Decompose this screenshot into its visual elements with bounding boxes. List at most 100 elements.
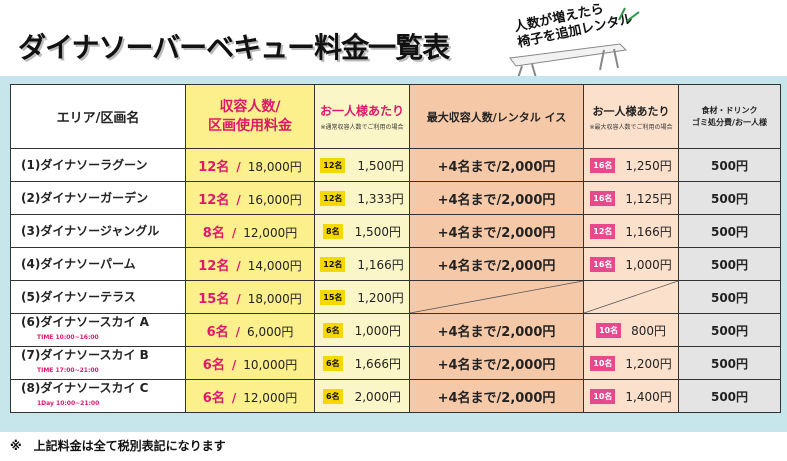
max-capacity-cell: +4名まで/2,000円 <box>409 313 584 347</box>
per-person-max-cell: 10名 800円 <box>583 313 679 347</box>
capacity-cell: 6名 / 6,000円 <box>185 313 315 347</box>
food-fee-cell: 500円 <box>678 148 781 182</box>
header-capacity: 収容人数/ 区画使用料金 <box>185 84 315 149</box>
capacity-value: 12名 <box>198 192 230 208</box>
food-fee-cell: 500円 <box>678 247 781 281</box>
food-fee-cell: 500円 <box>678 346 781 380</box>
capacity-value: 6名 <box>202 390 225 406</box>
header-capacity-line1: 収容人数/ <box>219 98 281 115</box>
capacity-separator: / <box>236 192 241 207</box>
per-person-cell: 12名 1,500円 <box>314 148 410 182</box>
header-per-person-max-note: ※最大収容人数でご利用の場合 <box>589 123 673 131</box>
section-fee: 12,000円 <box>243 225 298 240</box>
price-table: エリア/区画名 収容人数/ 区画使用料金 お一人様あたり ※通常収容人数でご利用… <box>10 84 781 413</box>
time-slot: TIME 10:00~16:00 <box>37 334 99 341</box>
table-row: (3)ダイナソージャングル 8名 / 12,000円 8名 1,500円 +4名まで/2,0… <box>10 214 781 248</box>
food-fee-cell: 500円 <box>678 280 781 314</box>
area-name: (8)ダイナソースカイ C <box>21 381 149 395</box>
max-people-badge: 12名 <box>590 223 616 239</box>
area-cell: (6)ダイナソースカイ A TIME 10:00~16:00 <box>10 313 186 347</box>
max-capacity-cell: +4名まで/2,000円 <box>409 379 584 413</box>
max-people-badge: 10名 <box>590 355 616 371</box>
section-fee: 10,000円 <box>243 357 298 372</box>
capacity-separator: / <box>236 159 241 174</box>
food-fee-cell: 500円 <box>678 214 781 248</box>
table-row: (1)ダイナソーラグーン 12名 / 18,000円 12名 1,500円 +4名まで/2,… <box>10 148 781 182</box>
food-fee-cell: 500円 <box>678 379 781 413</box>
capacity-separator: / <box>231 357 237 372</box>
per-person-max-cell: 16名 1,125円 <box>583 181 679 215</box>
per-person-value: 1,166円 <box>357 257 404 272</box>
header-per-person: お一人様あたり ※通常収容人数でご利用の場合 <box>314 84 410 149</box>
per-person-cell: 6名 1,000円 <box>314 313 410 347</box>
per-person-cell: 8名 1,500円 <box>314 214 410 248</box>
capacity-value: 8名 <box>202 225 225 241</box>
per-person-max-value: 1,125円 <box>625 191 672 206</box>
max-people-badge: 16名 <box>590 190 616 206</box>
per-person-max-cell: 16名 1,000円 <box>583 247 679 281</box>
people-badge: 12名 <box>320 190 346 206</box>
max-capacity-cell: +4名まで/2,000円 <box>409 148 584 182</box>
max-capacity-cell: +4名まで/2,000円 <box>409 346 584 380</box>
area-cell: (1)ダイナソーラグーン <box>10 148 186 182</box>
capacity-value: 12名 <box>198 159 230 175</box>
people-badge: 6名 <box>323 322 343 338</box>
per-person-max-value: 1,000円 <box>625 257 672 272</box>
header-max-capacity: 最大収容人数/レンタル イス <box>409 84 584 149</box>
per-person-value: 1,500円 <box>357 158 404 173</box>
per-person-max-value: 800円 <box>631 323 667 338</box>
section-fee: 14,000円 <box>247 258 302 273</box>
header-per-person-label: お一人様あたり <box>319 104 404 118</box>
per-person-value: 1,666円 <box>354 356 401 371</box>
area-name: (7)ダイナソースカイ B <box>21 348 149 362</box>
people-badge: 15名 <box>320 289 346 305</box>
capacity-value: 6名 <box>206 324 229 340</box>
table-row: (6)ダイナソースカイ A TIME 10:00~16:00 6名/6,000円 6名… <box>10 313 781 347</box>
capacity-separator: / <box>236 258 241 273</box>
max-people-badge: 10名 <box>590 388 616 404</box>
per-person-value: 1,333円 <box>357 191 404 206</box>
per-person-max-value: 1,400円 <box>625 389 672 404</box>
per-person-value: 2,000円 <box>354 389 401 404</box>
area-cell: (3)ダイナソージャングル <box>10 214 186 248</box>
area-cell: (2)ダイナソーガーデン <box>10 181 186 215</box>
per-person-cell: 6名 1,666円 <box>314 346 410 380</box>
capacity-separator: / <box>235 324 241 339</box>
people-badge: 6名 <box>323 355 343 371</box>
capacity-value: 15名 <box>198 291 230 307</box>
max-people-badge: 16名 <box>590 157 616 173</box>
table-row: (4)ダイナソーパーム 12名 / 14,000円 12名 1,166円 +4名まで/2,0… <box>10 247 781 281</box>
max-people-badge: 10名 <box>595 322 622 338</box>
per-person-value: 1,000円 <box>354 323 401 338</box>
food-fee-cell: 500円 <box>678 313 781 347</box>
bench-icon <box>509 43 628 79</box>
people-badge: 12名 <box>320 256 346 272</box>
sparkle-icon <box>618 7 640 22</box>
capacity-separator: / <box>231 225 237 240</box>
per-person-max-value: 1,166円 <box>625 224 672 239</box>
per-person-cell: 6名 2,000円 <box>314 379 410 413</box>
section-fee: 18,000円 <box>247 159 302 174</box>
header-food-line2: ゴミ処分費/お一人様 <box>692 117 767 127</box>
people-badge: 12名 <box>320 157 346 173</box>
page-title: ダイナソーバーベキュー料金一覧表 <box>18 31 450 64</box>
time-slot: TIME 17:00~21:00 <box>37 367 99 374</box>
header-area: エリア/区画名 <box>10 84 186 149</box>
header-capacity-line2: 区画使用料金 <box>208 117 292 134</box>
section-fee: 12,000円 <box>243 390 298 405</box>
capacity-cell: 15名 / 18,000円 <box>185 280 315 314</box>
area-cell: (4)ダイナソーパーム <box>10 247 186 281</box>
capacity-cell: 6名 / 10,000円 <box>185 346 315 380</box>
area-name: (1)ダイナソーラグーン <box>21 157 148 172</box>
per-person-max-value: 1,250円 <box>625 158 672 173</box>
per-person-max-cell: 16名 1,250円 <box>583 148 679 182</box>
area-name: (5)ダイナソーテラス <box>21 289 136 304</box>
capacity-cell: 8名 / 12,000円 <box>185 214 315 248</box>
max-capacity-cell: +4名まで/2,000円 <box>409 181 584 215</box>
time-slot: 1Day 10:00~21:00 <box>37 400 100 407</box>
table-row: (8)ダイナソースカイ C 1Day 10:00~21:00 6名/12,000円 6… <box>10 379 781 413</box>
max-capacity-cell: +4名まで/2,000円 <box>409 247 584 281</box>
capacity-value: 12名 <box>198 258 230 274</box>
not-applicable-diagonal <box>584 281 678 313</box>
area-cell: (5)ダイナソーテラス <box>10 280 186 314</box>
